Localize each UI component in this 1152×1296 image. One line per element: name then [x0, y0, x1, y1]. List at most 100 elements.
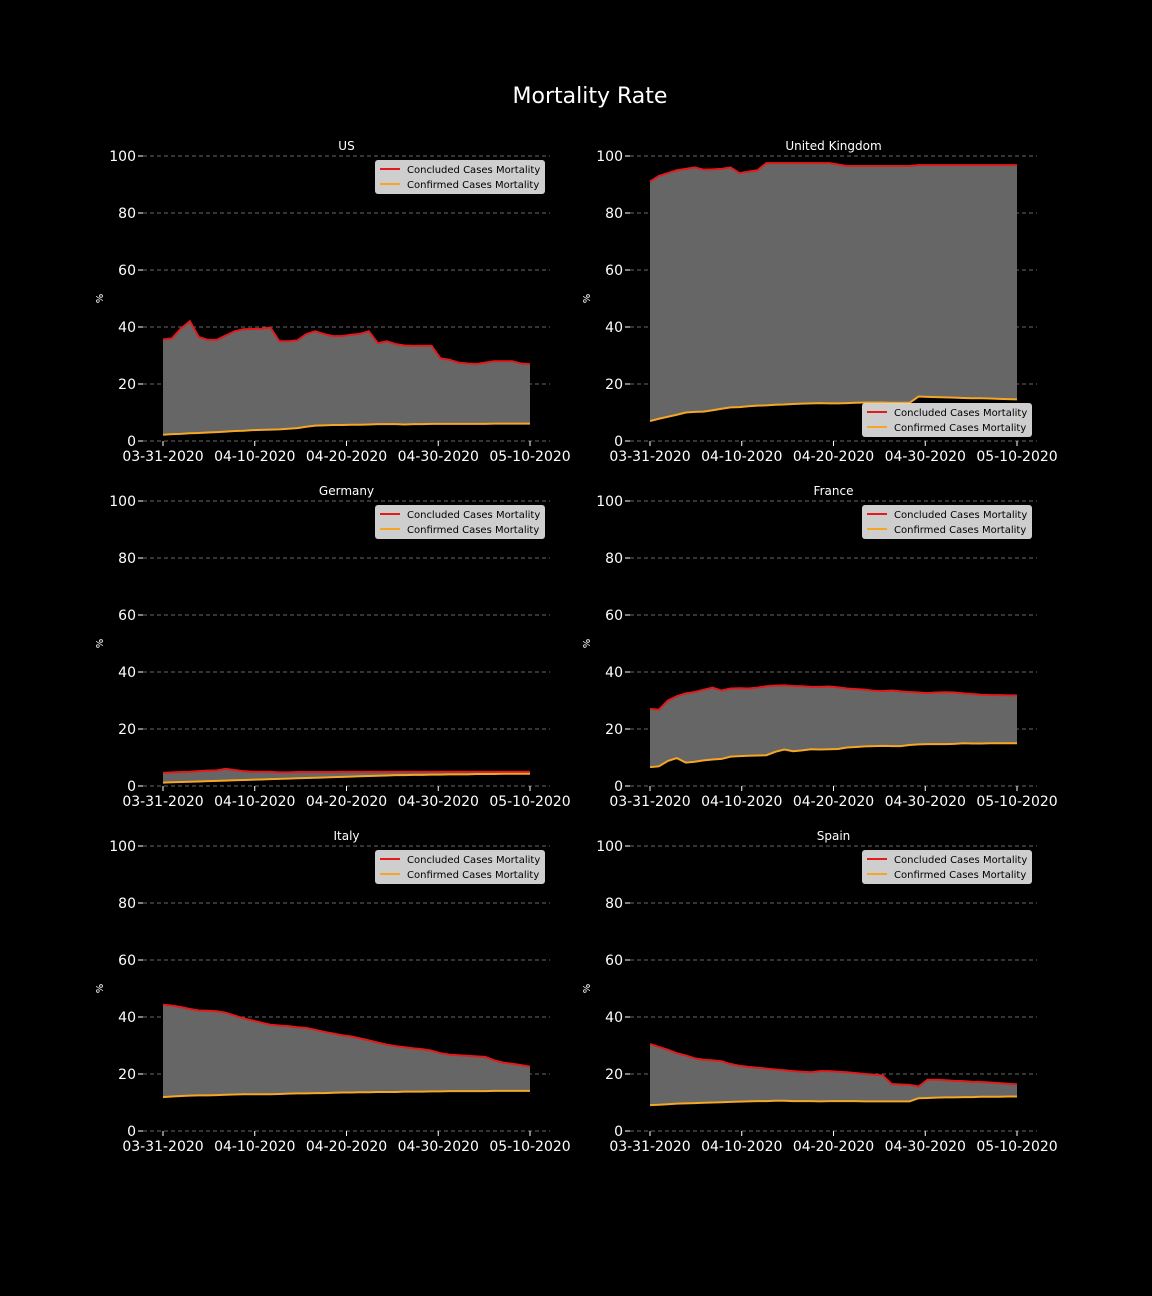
- y-tick-label: 60: [118, 263, 136, 279]
- chart-panel-1: 0 20 40 60 80 100 03-31-2020 04-10-2020 04-20-20…: [582, 139, 1058, 465]
- y-tick-label: 80: [118, 206, 136, 222]
- legend: Concluded Cases Mortality Confirmed Cases…: [375, 850, 545, 884]
- y-axis-label: %: [582, 984, 593, 994]
- y-tick-label: 40: [118, 665, 136, 681]
- y-tick-label: 100: [109, 494, 136, 510]
- y-tick-label: 20: [605, 377, 623, 393]
- y-tick-label: 40: [605, 665, 623, 681]
- x-tick-label: 04-20-2020: [306, 449, 387, 465]
- x-tick-label: 04-30-2020: [398, 449, 479, 465]
- y-axis-label: %: [582, 294, 593, 304]
- legend-box: [862, 850, 1032, 884]
- series-line-confirmed: [649, 742, 1017, 769]
- legend-label: Concluded Cases Mortality: [407, 855, 540, 866]
- area-between-series: [650, 1044, 1017, 1106]
- x-tick-label: 04-20-2020: [793, 449, 874, 465]
- y-tick-label: 60: [605, 608, 623, 624]
- x-tick-label: 03-31-2020: [122, 1139, 203, 1155]
- series-line-confirmed: [162, 1089, 530, 1099]
- y-tick-label: 60: [605, 953, 623, 969]
- area-between-series: [650, 685, 1017, 768]
- y-tick-label: 0: [127, 1124, 136, 1140]
- legend-box: [375, 850, 545, 884]
- area-between-series: [163, 321, 530, 435]
- y-tick-label: 40: [605, 1010, 623, 1026]
- legend: Concluded Cases Mortality Confirmed Cases…: [375, 160, 545, 194]
- chart-panel-5: 0 20 40 60 80 100 03-31-2020 04-10-2020 04-20-20…: [582, 829, 1058, 1155]
- y-tick-label: 40: [605, 320, 623, 336]
- y-tick-label: 100: [596, 839, 623, 855]
- x-tick-label: 04-10-2020: [214, 794, 295, 810]
- series-line-confirmed: [162, 772, 530, 784]
- chart-title: US: [338, 139, 354, 153]
- legend: Concluded Cases Mortality Confirmed Cases…: [862, 403, 1032, 437]
- x-tick-label: 05-10-2020: [976, 1139, 1057, 1155]
- legend-label: Concluded Cases Mortality: [407, 165, 540, 176]
- x-tick-label: 03-31-2020: [609, 1139, 690, 1155]
- y-tick-label: 80: [118, 896, 136, 912]
- area-between-series: [650, 163, 1017, 422]
- chart-title: France: [814, 484, 854, 498]
- legend: Concluded Cases Mortality Confirmed Cases…: [862, 505, 1032, 539]
- legend-label: Confirmed Cases Mortality: [894, 525, 1026, 536]
- y-tick-label: 20: [605, 722, 623, 738]
- series-line-concluded: [162, 1003, 531, 1068]
- legend: Concluded Cases Mortality Confirmed Cases…: [375, 505, 545, 539]
- series-line-concluded: [649, 684, 1017, 711]
- x-tick-label: 04-20-2020: [793, 794, 874, 810]
- x-tick-label: 05-10-2020: [976, 449, 1057, 465]
- x-tick-label: 04-20-2020: [793, 1139, 874, 1155]
- legend-box: [862, 403, 1032, 437]
- series-line-concluded: [649, 162, 1017, 183]
- y-tick-label: 40: [118, 1010, 136, 1026]
- x-tick-label: 03-31-2020: [609, 449, 690, 465]
- legend-label: Confirmed Cases Mortality: [894, 870, 1026, 881]
- y-tick-label: 100: [109, 149, 136, 165]
- legend: Concluded Cases Mortality Confirmed Cases…: [862, 850, 1032, 884]
- y-tick-label: 20: [605, 1067, 623, 1083]
- y-tick-label: 60: [118, 953, 136, 969]
- x-tick-label: 04-10-2020: [214, 1139, 295, 1155]
- x-tick-label: 05-10-2020: [489, 449, 570, 465]
- legend-label: Concluded Cases Mortality: [894, 408, 1027, 419]
- chart-title: Germany: [319, 484, 374, 498]
- chart-panel-4: 0 20 40 60 80 100 03-31-2020 04-10-2020 04-20-20…: [95, 829, 571, 1155]
- y-tick-label: 0: [614, 779, 623, 795]
- x-tick-label: 04-10-2020: [701, 794, 782, 810]
- legend-box: [862, 505, 1032, 539]
- y-tick-label: 0: [614, 1124, 623, 1140]
- x-tick-label: 05-10-2020: [976, 794, 1057, 810]
- y-tick-label: 20: [118, 722, 136, 738]
- chart-panels: 0 20 40 60 80 100 03-31-2020 04-10-2020 04-20-20…: [95, 139, 1058, 1155]
- x-tick-label: 03-31-2020: [122, 794, 203, 810]
- legend-label: Confirmed Cases Mortality: [407, 525, 539, 536]
- y-axis-label: %: [95, 639, 106, 649]
- x-tick-label: 04-20-2020: [306, 1139, 387, 1155]
- legend-label: Concluded Cases Mortality: [894, 510, 1027, 521]
- chart-panel-3: 0 20 40 60 80 100 03-31-2020 04-10-2020 04-20-20…: [582, 484, 1058, 810]
- x-tick-label: 04-10-2020: [214, 449, 295, 465]
- legend-label: Confirmed Cases Mortality: [407, 870, 539, 881]
- series-line-concluded: [162, 767, 530, 774]
- y-tick-label: 0: [127, 779, 136, 795]
- y-tick-label: 80: [605, 206, 623, 222]
- y-axis-label: %: [95, 984, 106, 994]
- x-tick-label: 04-10-2020: [701, 1139, 782, 1155]
- y-tick-label: 100: [596, 149, 623, 165]
- y-tick-label: 80: [605, 551, 623, 567]
- legend-label: Confirmed Cases Mortality: [407, 180, 539, 191]
- legend-label: Confirmed Cases Mortality: [894, 423, 1026, 434]
- chart-panel-0: 0 20 40 60 80 100 03-31-2020 04-10-2020 04-20-20…: [95, 139, 571, 465]
- series-line-confirmed: [649, 1095, 1017, 1107]
- x-tick-label: 04-20-2020: [306, 794, 387, 810]
- y-tick-label: 20: [118, 377, 136, 393]
- y-tick-label: 20: [118, 1067, 136, 1083]
- y-tick-label: 100: [109, 839, 136, 855]
- x-tick-label: 04-30-2020: [885, 794, 966, 810]
- chart-title: United Kingdom: [785, 139, 881, 153]
- y-axis-label: %: [582, 639, 593, 649]
- legend-label: Concluded Cases Mortality: [407, 510, 540, 521]
- x-tick-label: 05-10-2020: [489, 1139, 570, 1155]
- x-tick-label: 04-30-2020: [398, 1139, 479, 1155]
